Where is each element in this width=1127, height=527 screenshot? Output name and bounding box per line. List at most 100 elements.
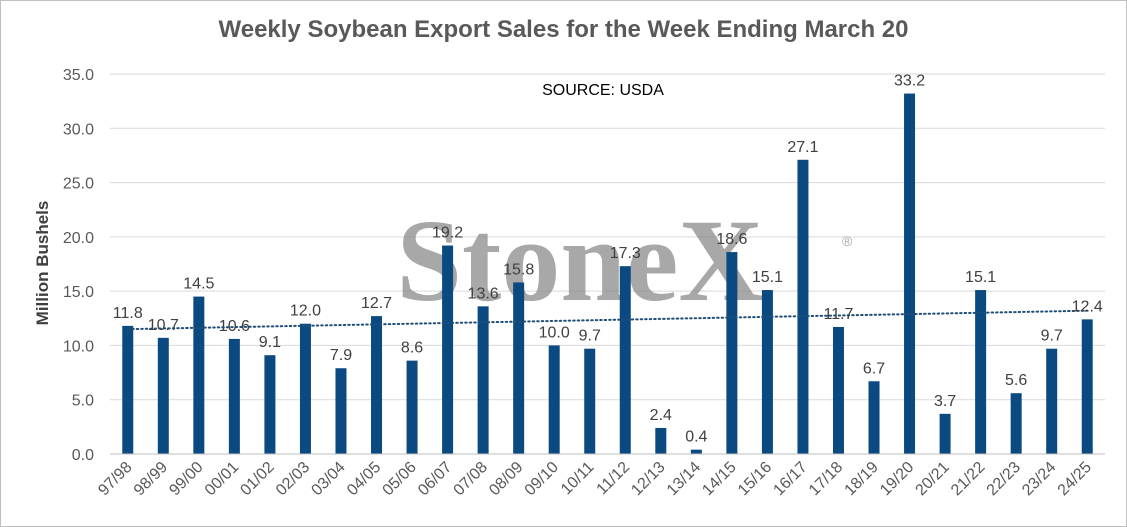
- bars: [122, 93, 1093, 455]
- bar-value-label: 12.7: [361, 295, 392, 312]
- bar: [939, 413, 951, 454]
- x-axis-ticks: 97/9898/9999/0000/0101/0202/0303/0404/05…: [95, 459, 1095, 499]
- x-tick-label: 18/19: [842, 459, 882, 499]
- bar: [477, 306, 489, 454]
- y-tick-label: 35.0: [63, 67, 94, 84]
- bar: [157, 337, 169, 454]
- bar-value-label: 5.6: [1005, 372, 1027, 389]
- x-tick-label: 20/21: [913, 459, 953, 499]
- bar-value-label: 12.0: [290, 303, 321, 320]
- bar: [655, 427, 667, 454]
- bar: [832, 326, 844, 454]
- bar-value-label: 27.1: [787, 139, 818, 156]
- bar-value-label: 7.9: [330, 347, 352, 364]
- bar: [1046, 348, 1058, 454]
- bar-value-label: 18.6: [716, 231, 747, 248]
- bar-value-label: 14.5: [183, 276, 214, 293]
- x-tick-label: 06/07: [415, 459, 455, 499]
- x-tick-label: 17/18: [806, 459, 846, 499]
- y-tick-label: 15.0: [63, 284, 94, 301]
- bar: [548, 345, 560, 454]
- bar-value-label: 10.7: [148, 317, 179, 334]
- x-tick-label: 12/13: [628, 459, 668, 499]
- y-axis-ticks: 0.0 5.0 10.0 15.0 20.0 25.0 30.0 35.0: [63, 67, 94, 464]
- bar: [264, 355, 276, 454]
- y-tick-label: 30.0: [63, 121, 94, 138]
- x-tick-label: 03/04: [308, 459, 348, 499]
- stonex-watermark: StoneX: [396, 195, 763, 326]
- bar: [584, 348, 596, 454]
- data-labels: 11.8 10.7 14.5 10.6 9.1 12.0 7.9 12.7 8.6 19.2 13.…: [113, 73, 1103, 446]
- bar: [513, 282, 525, 454]
- bar: [371, 316, 383, 454]
- x-tick-label: 09/10: [522, 459, 562, 499]
- x-tick-label: 98/99: [131, 459, 171, 499]
- bar-value-label: 9.7: [1041, 328, 1063, 345]
- bar-value-label: 6.7: [863, 360, 885, 377]
- source-annotation: SOURCE: USDA: [542, 82, 664, 99]
- bar: [761, 290, 773, 454]
- x-tick-label: 99/00: [166, 459, 206, 499]
- y-tick-label: 5.0: [72, 393, 94, 410]
- x-tick-label: 07/08: [451, 459, 491, 499]
- y-tick-label: 0.0: [72, 447, 94, 464]
- x-tick-label: 02/03: [273, 459, 313, 499]
- x-tick-label: 08/09: [486, 459, 526, 499]
- bar-value-label: 11.8: [113, 305, 143, 322]
- bar: [228, 338, 240, 454]
- x-tick-label: 04/05: [344, 459, 384, 499]
- bar: [726, 252, 738, 454]
- bar: [690, 449, 702, 454]
- x-tick-label: 16/17: [770, 459, 810, 499]
- bar: [975, 290, 987, 454]
- bar: [193, 296, 205, 454]
- x-tick-label: 22/23: [984, 459, 1024, 499]
- y-tick-label: 10.0: [63, 338, 94, 355]
- bar: [406, 360, 418, 454]
- bar-value-label: 8.6: [401, 340, 423, 357]
- bar-value-label: 9.7: [579, 328, 601, 345]
- bar: [122, 325, 134, 454]
- trendline: [126, 309, 1089, 331]
- bar: [442, 245, 454, 454]
- bar-value-label: 17.3: [610, 245, 641, 262]
- x-tick-label: 15/16: [735, 459, 775, 499]
- y-tick-label: 25.0: [63, 176, 94, 193]
- bar-value-label: 0.4: [685, 429, 707, 446]
- bar: [797, 159, 809, 454]
- bar-value-label: 3.7: [934, 393, 956, 410]
- x-tick-label: 23/24: [1019, 459, 1059, 499]
- x-tick-label: 11/12: [594, 459, 634, 499]
- bar-value-label: 15.8: [503, 261, 534, 278]
- gridlines: [110, 73, 1105, 401]
- x-tick-label: 10/11: [558, 459, 598, 499]
- bar-value-label: 15.1: [752, 269, 783, 286]
- bar-value-label: 12.4: [1072, 298, 1103, 315]
- bar: [335, 368, 347, 454]
- bar: [619, 266, 631, 454]
- y-axis-label: Million Bushels: [33, 201, 52, 326]
- x-tick-label: 19/20: [877, 459, 917, 499]
- bar-value-label: 9.1: [259, 334, 281, 351]
- bar-value-label: 13.6: [468, 285, 499, 302]
- x-tick-label: 14/15: [699, 459, 739, 499]
- x-tick-label: 97/98: [95, 459, 135, 499]
- bar-value-label: 19.2: [432, 225, 463, 242]
- bar: [1081, 319, 1093, 454]
- bar-value-label: 2.4: [650, 407, 672, 424]
- x-tick-label: 01/02: [237, 459, 277, 499]
- y-tick-label: 20.0: [63, 230, 94, 247]
- bar: [1010, 393, 1022, 454]
- registered-mark: ®: [842, 233, 853, 249]
- chart-title: Weekly Soybean Export Sales for the Week…: [218, 16, 909, 43]
- x-tick-label: 05/06: [380, 459, 420, 499]
- x-tick-label: 21/22: [948, 459, 988, 499]
- x-tick-label: 24/25: [1055, 459, 1095, 499]
- bar: [299, 323, 311, 454]
- bar: [904, 93, 916, 455]
- x-tick-label: 00/01: [202, 459, 242, 499]
- x-tick-label: 13/14: [664, 459, 704, 499]
- bar-value-label: 10.0: [539, 324, 570, 341]
